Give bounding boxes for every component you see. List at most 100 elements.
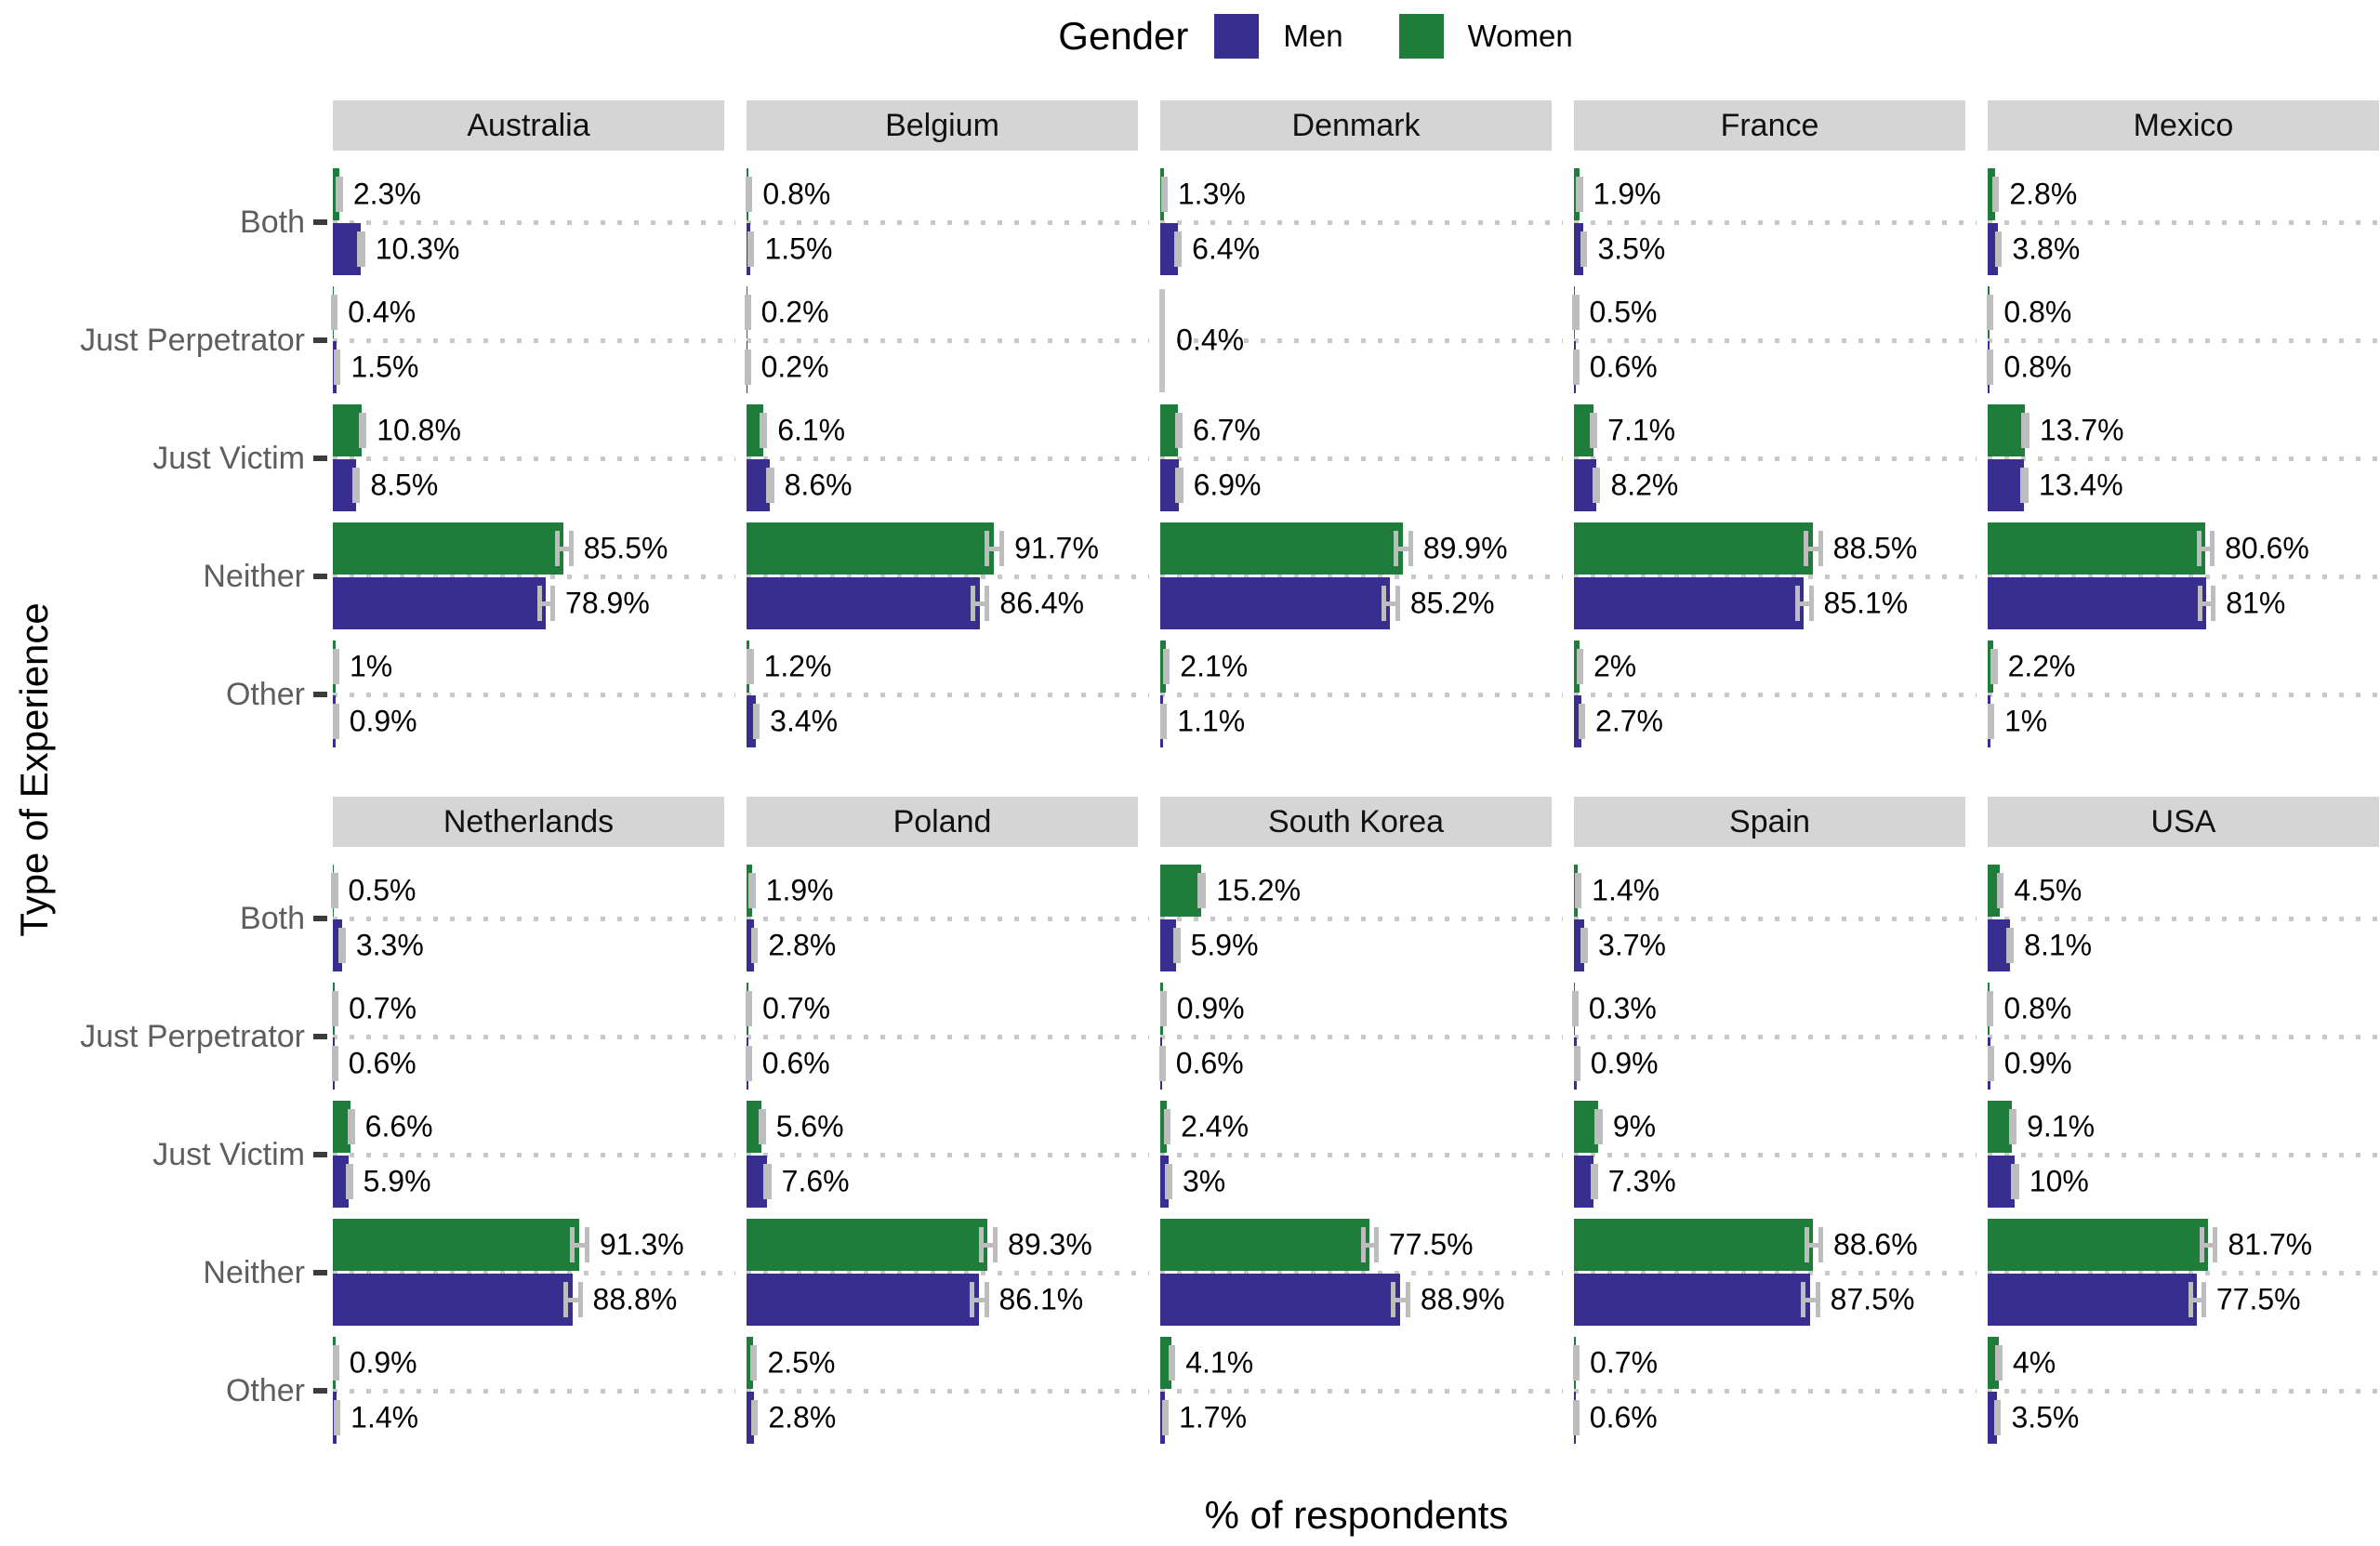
facet-grid: Both Just Perpetrator Just Victim Neither Ot… <box>0 100 2380 1450</box>
bar-label: 0.4% <box>1176 323 1245 357</box>
error-bar-cap <box>2024 413 2030 448</box>
gridline <box>747 575 1149 579</box>
bar-women <box>1574 1101 1599 1153</box>
bar-women <box>1574 1219 1814 1271</box>
category-group: 2.8% 3.8% <box>1988 164 2380 282</box>
error-bar-cap <box>766 468 772 503</box>
facet-strip: Belgium <box>747 100 1138 151</box>
bar-row-men: 3% <box>1160 1156 1552 1208</box>
bar-men <box>747 695 756 747</box>
bar-men <box>747 1392 755 1444</box>
facet-mexico: Mexico 2.8% 3.8% 0.8% 0.8% 13.7% 13.4% 80.6% 81%… <box>1987 100 2380 754</box>
bar-label: 10.3% <box>375 231 460 266</box>
bar-row-men: 8.6% <box>747 459 1138 511</box>
bar-row-women: 1.9% <box>1574 168 1965 220</box>
error-bar-cap <box>747 177 753 212</box>
error-bar-cap <box>1574 350 1580 385</box>
error-bar-cap <box>1177 413 1183 448</box>
error-bar-cap <box>1994 231 2000 267</box>
bar-men <box>1160 919 1177 971</box>
category-label-column: Both Just Perpetrator Just Victim Neither Ot… <box>0 164 333 754</box>
error-bar-cap <box>1164 1400 1170 1435</box>
bar-label: 15.2% <box>1216 873 1302 907</box>
error-bar-cap <box>334 1345 339 1381</box>
bar-row-men: 3.4% <box>747 695 1138 747</box>
gridline <box>1988 917 2380 921</box>
bar-label: 0.6% <box>761 1046 830 1080</box>
bar-row-women: 0.7% <box>745 983 1138 1035</box>
category-group: 4.5% 8.1% <box>1988 860 2380 978</box>
bar-row-women: 1.4% <box>1574 865 1965 917</box>
bar-row-men: 1% <box>1987 695 2379 747</box>
gridline <box>1988 1153 2380 1157</box>
error-bar-cap <box>2210 531 2215 566</box>
bar-label: 7.1% <box>1607 413 1676 447</box>
bar-label: 0.6% <box>348 1046 416 1080</box>
error-bar-cap <box>1989 704 1994 739</box>
error-bar-line <box>1393 1298 1408 1302</box>
bar-row-men: 2.8% <box>747 919 1138 971</box>
bar-women <box>333 168 339 220</box>
error-bar-cap <box>993 1227 998 1262</box>
category-group: 5.6% 7.6% <box>747 1096 1149 1214</box>
error-bar-cap <box>1999 873 2004 908</box>
error-bar-cap <box>1381 586 1386 621</box>
bar-label: 1.7% <box>1179 1400 1248 1434</box>
bar-label: 8.5% <box>370 468 439 502</box>
facet-panel: 1.9% 2.8% 0.7% 0.6% 5.6% 7.6% 89.3% 86.1% 2.5% 2.… <box>745 860 1149 1450</box>
men-color-swatch <box>1214 14 1260 59</box>
bar-row-men: 1.4% <box>333 1392 724 1444</box>
category-group: 0.5% 3.3% <box>331 860 735 978</box>
strip-spacer <box>0 100 333 164</box>
error-bar-cap <box>554 531 560 566</box>
bar-row-women: 13.7% <box>1988 404 2379 456</box>
error-bar-cap <box>2213 1227 2218 1262</box>
error-bar-cap <box>753 1400 759 1435</box>
error-bar-cap <box>2009 928 2015 963</box>
women-color-swatch <box>1398 14 1444 59</box>
gridline <box>1160 575 1563 579</box>
bar-label: 0.4% <box>348 295 416 329</box>
error-bar-cap <box>1997 1345 2003 1381</box>
error-bar-cap <box>1575 1046 1580 1081</box>
gridline <box>333 1389 735 1394</box>
bar-men <box>1574 459 1596 511</box>
bar-label: 6.4% <box>1192 231 1261 266</box>
category-group: 0.8% 0.8% <box>1987 282 2380 400</box>
facet-poland: Poland 1.9% 2.8% 0.7% 0.6% 5.6% 7.6% 89.3% 86.1%… <box>745 797 1149 1450</box>
bar-row-men: 88.8% <box>333 1274 724 1326</box>
bar-label: 4.1% <box>1185 1345 1254 1380</box>
error-bar-cap <box>350 1109 355 1144</box>
facet-panel: 1.9% 3.5% 0.5% 0.6% 7.1% 8.2% 88.5% 85.1% 2% 2.7% <box>1572 164 1977 754</box>
bar-row-women: 6.6% <box>333 1101 724 1153</box>
bar-row-women: 0.5% <box>331 865 724 917</box>
bar-label: 88.5% <box>1832 531 1918 565</box>
gridline <box>1160 693 1563 697</box>
bar-row-men: 0.9% <box>332 695 724 747</box>
error-bar-cap <box>333 1046 338 1081</box>
category-label-column: Both Just Perpetrator Just Victim Neither Ot… <box>0 860 333 1450</box>
error-bar-cap <box>978 1227 984 1262</box>
category-group: 0.2% 0.2% <box>745 282 1149 400</box>
error-bar-cap <box>1989 295 1994 330</box>
bar-label: 0.9% <box>1176 991 1245 1025</box>
error-bar-cap <box>2023 468 2029 503</box>
bar-label: 0.7% <box>349 991 417 1025</box>
bar-label: 0.6% <box>1175 1046 1244 1080</box>
bar-women <box>1574 522 1813 575</box>
bar-label: 78.9% <box>565 586 650 620</box>
category-label: Neither <box>203 1255 305 1290</box>
error-bar-cap <box>1361 1227 1367 1262</box>
error-bar-cap <box>336 1400 341 1435</box>
error-bar-cap <box>1590 413 1595 448</box>
bar-label: 8.6% <box>784 468 853 502</box>
error-bar-cap <box>1808 586 1814 621</box>
bar-row-men: 6.9% <box>1160 459 1552 511</box>
bar-row-women: 6.1% <box>747 404 1138 456</box>
bar-label: 87.5% <box>1830 1282 1915 1316</box>
gridline <box>1988 1271 2380 1275</box>
error-bar-cap <box>753 928 759 963</box>
bar-row-women: 0.8% <box>746 168 1138 220</box>
bar-label: 6.7% <box>1192 413 1261 447</box>
bar-row-men: 13.4% <box>1988 459 2379 511</box>
